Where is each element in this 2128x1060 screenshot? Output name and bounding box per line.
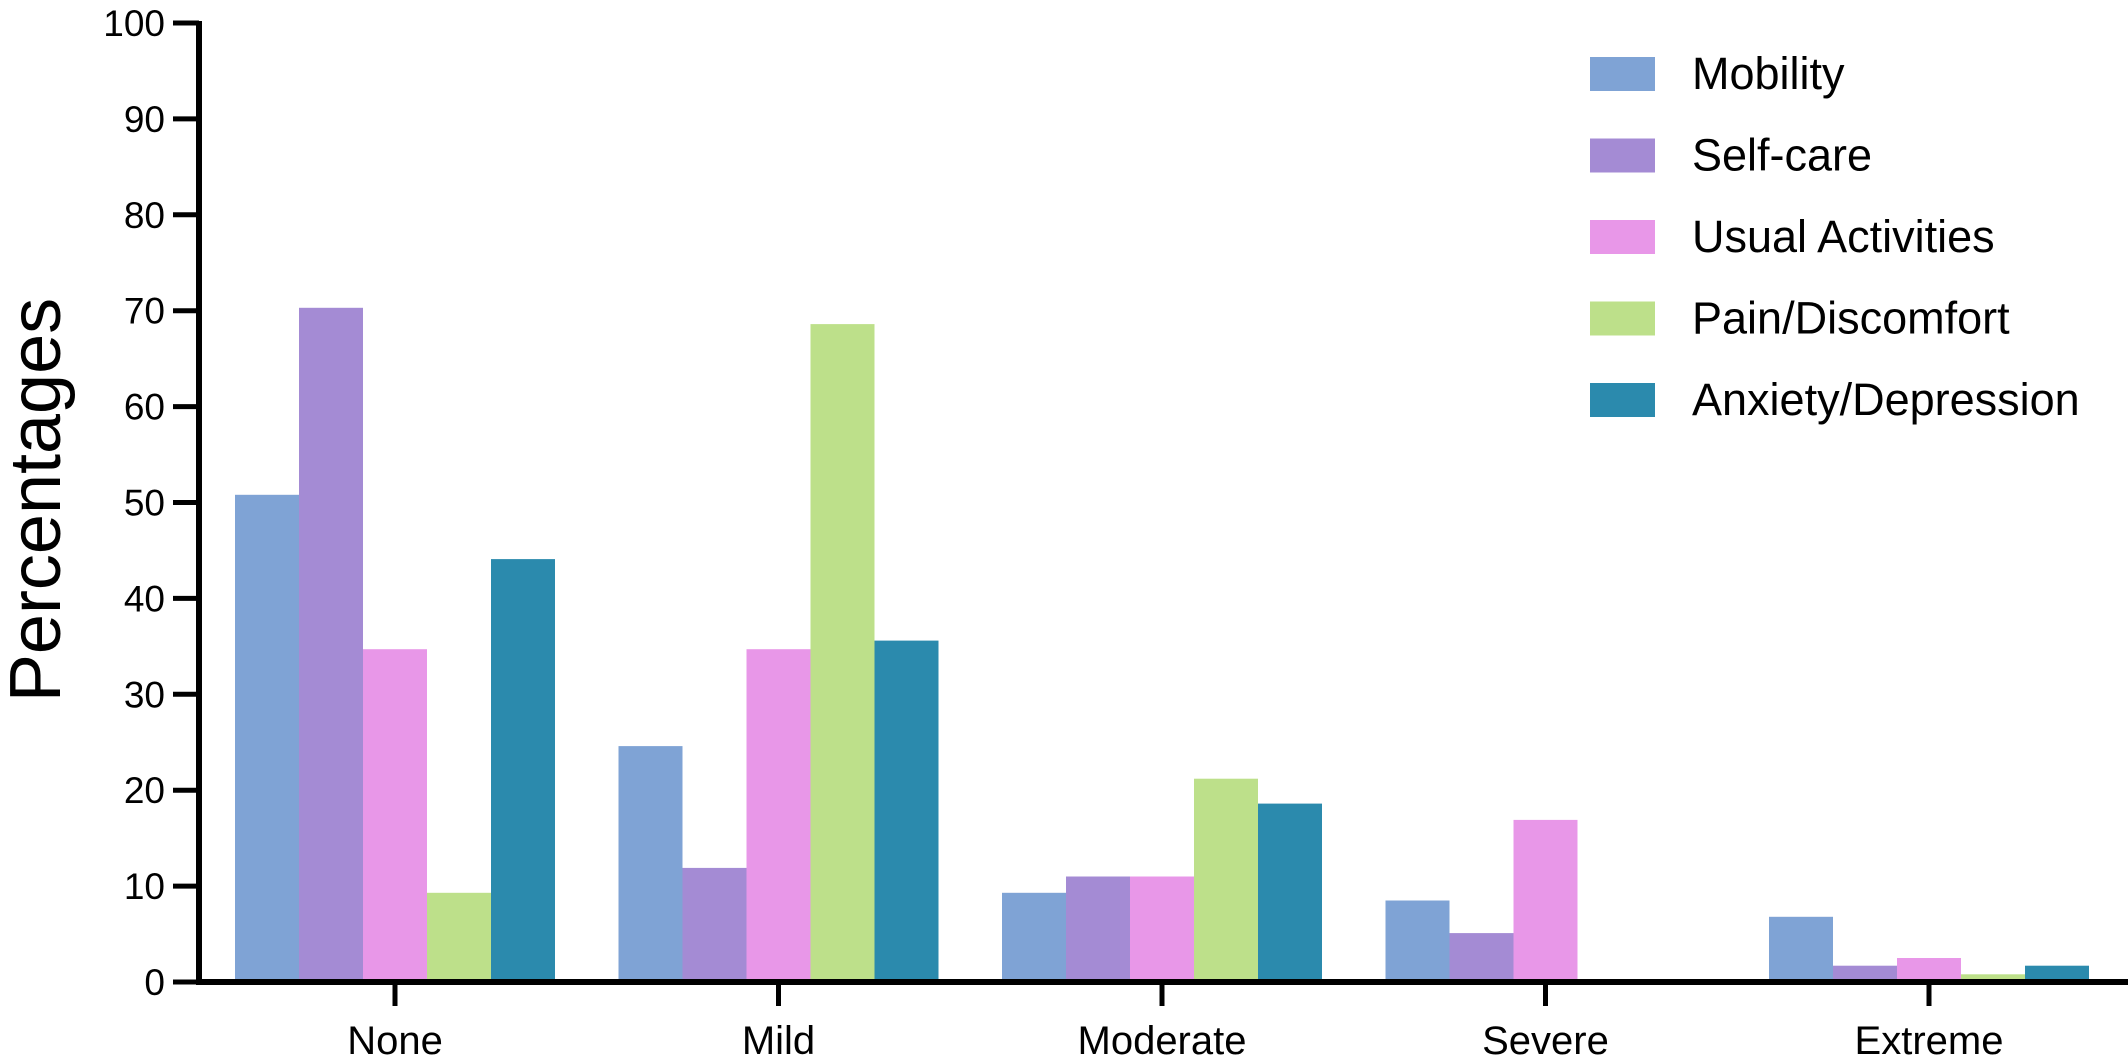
y-tick-label: 0 — [144, 962, 165, 1003]
bar — [682, 867, 747, 982]
y-tick-label: 100 — [103, 3, 165, 44]
y-tick-label: 40 — [124, 578, 165, 619]
legend-label: Self-care — [1692, 130, 1872, 181]
bar — [299, 307, 363, 982]
bar — [874, 640, 939, 982]
bar — [1258, 803, 1322, 982]
bar — [746, 649, 811, 982]
legend-swatch — [1590, 220, 1655, 254]
legend-label: Usual Activities — [1692, 211, 1995, 262]
legend-swatch — [1590, 138, 1655, 173]
y-tick-label: 90 — [124, 99, 165, 140]
bar — [1385, 900, 1450, 982]
legend: Mobility Self-care Usual Activities Pain/Di… — [1590, 48, 2080, 425]
bar — [363, 649, 427, 982]
legend-label: Pain/Discomfort — [1692, 293, 2010, 344]
bar — [1961, 974, 2025, 982]
bar — [1897, 958, 1961, 982]
legend-swatch — [1590, 301, 1655, 336]
bar — [618, 746, 683, 982]
y-tick-label: 10 — [124, 866, 165, 907]
x-tick-label: Mild — [742, 1019, 815, 1060]
y-tick-label: 20 — [124, 770, 165, 811]
bar — [1130, 876, 1194, 982]
legend-swatch — [1590, 57, 1655, 91]
y-tick-label: 60 — [124, 387, 165, 428]
axes: 0 10 20 30 40 50 60 70 80 90 100 None Mild Moderate Se… — [103, 3, 2128, 1060]
y-tick-label: 30 — [124, 674, 165, 715]
x-tick-label: None — [347, 1019, 443, 1060]
legend-label: Mobility — [1692, 48, 1845, 99]
bar — [235, 494, 299, 982]
bar — [1833, 965, 1897, 982]
legend-swatch — [1590, 383, 1655, 417]
bar — [1513, 819, 1578, 982]
bar — [491, 559, 555, 982]
y-tick-label: 80 — [124, 195, 165, 236]
x-tick-label: Severe — [1482, 1019, 1609, 1060]
y-axis-title: Percentages — [0, 298, 76, 702]
bar — [1449, 933, 1514, 982]
bars-layer — [235, 307, 2089, 983]
bar — [1002, 892, 1066, 982]
bar — [1769, 916, 1833, 982]
bar — [1066, 876, 1130, 982]
bar — [810, 324, 875, 983]
x-tick-label: Extreme — [1855, 1019, 2004, 1060]
bar — [1194, 778, 1258, 982]
legend-label: Anxiety/Depression — [1692, 374, 2080, 425]
bar — [427, 892, 491, 982]
bar — [2025, 965, 2089, 982]
y-tick-label: 70 — [124, 291, 165, 332]
x-tick-label: Moderate — [1078, 1019, 1247, 1060]
y-tick-label: 50 — [124, 483, 165, 524]
